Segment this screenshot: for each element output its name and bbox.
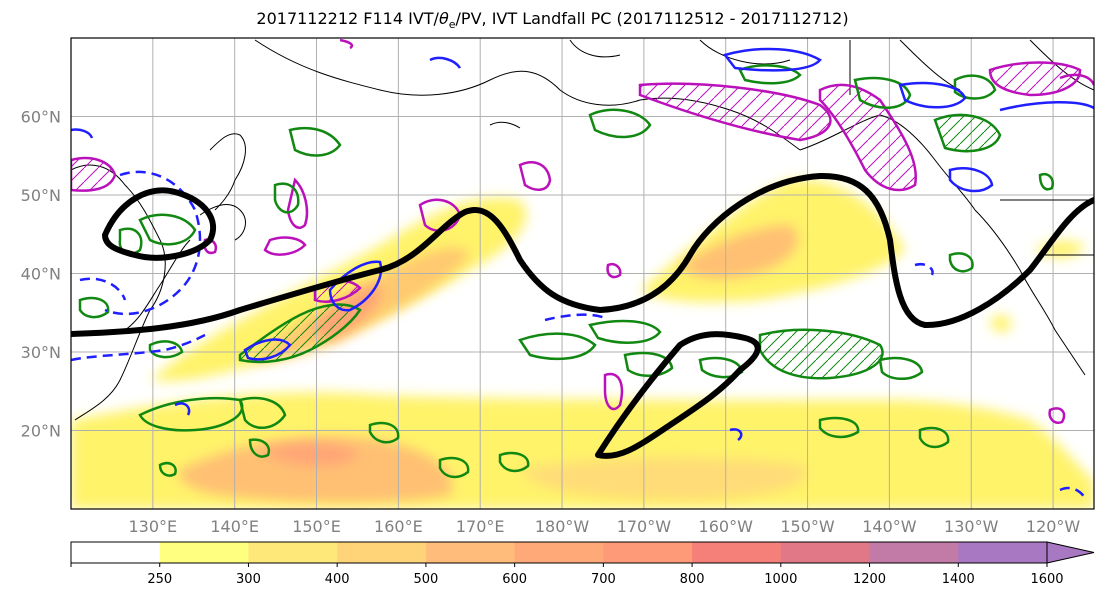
longitude-tick-label: 160°W xyxy=(699,517,754,536)
longitude-tick-label: 150°E xyxy=(292,517,341,536)
colorbar-segment xyxy=(425,542,516,563)
colorbar-tick-label: 1200 xyxy=(853,572,886,587)
colorbar-segment xyxy=(71,542,161,563)
longitude-labels: 130°E 140°E 150°E 160°E 170°E 180°W 170°W 160°W… xyxy=(129,517,1081,536)
colorbar-segment xyxy=(248,542,338,563)
theta-e-dashed-contours xyxy=(71,170,1087,499)
longitude-tick-label: 120°W xyxy=(1026,517,1081,536)
latitude-tick-label: 20°N xyxy=(21,422,61,441)
pv-green-contours xyxy=(78,64,1054,479)
colorbar-tick-label: 400 xyxy=(325,572,350,587)
latitude-tick-label: 30°N xyxy=(21,343,61,362)
latitude-tick-label: 50°N xyxy=(21,186,61,205)
longitude-tick-label: 140°E xyxy=(210,517,259,536)
colorbar-segment xyxy=(780,542,871,563)
gridlines xyxy=(71,38,1094,509)
longitude-tick-label: 180°W xyxy=(535,517,590,536)
colorbar-segment xyxy=(869,542,959,563)
colorbar-tick-label: 600 xyxy=(502,572,527,587)
latitude-labels: 20°N 30°N 40°N 50°N 60°N xyxy=(21,108,61,441)
chart-title: 2017112212 F114 IVT/θe/PV, IVT Landfall … xyxy=(256,9,849,32)
colorbar-tick-label: 1000 xyxy=(764,572,797,587)
colorbar-tick-label: 1400 xyxy=(942,572,975,587)
map-frame xyxy=(70,37,1095,510)
colorbar-extend-arrow xyxy=(1046,541,1095,564)
colorbar-segment xyxy=(337,542,427,563)
colorbar-tick-label: 1600 xyxy=(1030,572,1063,587)
colorbar-tick-label: 250 xyxy=(147,572,172,587)
colorbar-tick-label: 500 xyxy=(413,572,438,587)
colorbar-segment xyxy=(159,542,249,563)
colorbar-tick-label: 300 xyxy=(236,572,261,587)
colorbar: 250 300 400 500 600 700 800 1000 1200 1400 1600 xyxy=(70,541,1095,587)
colorbar-segment xyxy=(603,542,693,563)
colorbar-segment xyxy=(958,542,1048,563)
theta-e-contours xyxy=(71,47,1094,442)
longitude-tick-label: 150°W xyxy=(780,517,835,536)
ivt-shading xyxy=(71,179,1094,509)
latitude-tick-label: 60°N xyxy=(21,108,61,127)
longitude-tick-label: 170°W xyxy=(617,517,672,536)
longitude-tick-label: 160°E xyxy=(374,517,423,536)
colorbar-tick-label: 800 xyxy=(680,572,705,587)
longitude-tick-label: 130°E xyxy=(129,517,178,536)
longitude-tick-label: 140°W xyxy=(862,517,917,536)
colorbar-segment xyxy=(514,542,604,563)
longitude-tick-label: 130°W xyxy=(944,517,999,536)
colorbar-outline xyxy=(70,541,1047,564)
latitude-tick-label: 40°N xyxy=(21,265,61,284)
longitude-tick-label: 170°E xyxy=(456,517,505,536)
landfall-contours xyxy=(71,172,1094,459)
colorbar-segment xyxy=(692,542,782,563)
colorbar-tick-label: 700 xyxy=(591,572,616,587)
